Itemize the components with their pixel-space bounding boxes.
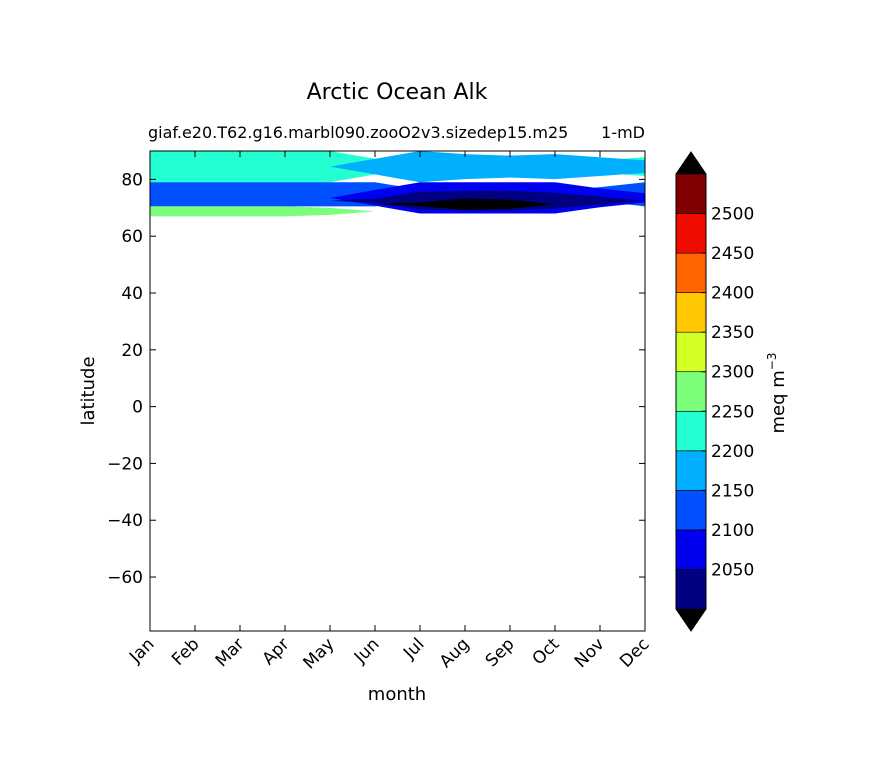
colorbar-segment-2150 (675, 450, 707, 491)
colorbar-segment-2300 (675, 331, 707, 373)
y-tick-label: 60 (121, 227, 143, 247)
y-tick-label: 80 (121, 170, 143, 190)
x-tick-label: Jul (399, 634, 428, 663)
colorbar-label-exponent: −3 (765, 353, 779, 371)
x-tick-label: May (300, 634, 339, 673)
colorbar-tick-label: 2050 (711, 560, 754, 580)
x-tick-label: Aug (436, 634, 474, 672)
x-tick-label: Oct (529, 634, 564, 669)
x-axis: Jan Feb Mar Apr May Jun Jul Aug Sep Oct Nov Dec (125, 151, 654, 673)
x-tick-label: Nov (571, 634, 609, 672)
y-tick-label: −60 (107, 568, 143, 588)
colorbar-segment-2400 (675, 252, 707, 293)
y-tick-label: 40 (121, 284, 143, 304)
colorbar-extend-min (676, 609, 706, 631)
y-tick-label: −40 (107, 511, 143, 531)
colorbar-tick-label: 2400 (711, 284, 754, 304)
x-axis-label: month (368, 684, 426, 705)
colorbar-segment-2500 (675, 173, 707, 214)
colorbar: 2050 2100 2150 2200 2250 2300 2350 2400 2450 2500 (675, 151, 754, 632)
chart-title: Arctic Ocean Alk (307, 80, 488, 105)
x-tick-label: Dec (616, 634, 653, 671)
y-tick-label: 20 (121, 341, 143, 361)
x-tick-label: Apr (259, 634, 294, 669)
colorbar-segment-2350 (675, 292, 707, 333)
contour-band-2250 (150, 206, 645, 217)
x-tick-label: Sep (482, 634, 519, 671)
x-tick-label: Jun (350, 634, 384, 668)
colorbar-segment-2000 (675, 569, 707, 610)
contour-fills (150, 151, 645, 217)
colorbar-extend-max (676, 152, 706, 174)
y-axis: 80 60 40 20 0 −20 −40 −60 (107, 170, 645, 588)
colorbar-outline (675, 151, 707, 632)
colorbar-segment-2100 (675, 490, 707, 531)
chart-subtitle-right: 1-mD (601, 123, 645, 142)
colorbar-tick-label: 2100 (711, 521, 754, 541)
colorbar-tick-label: 2500 (711, 205, 754, 225)
plot-frame (149, 150, 646, 632)
colorbar-segment-2200 (675, 410, 707, 452)
x-tick-label: Feb (168, 634, 203, 669)
contour-band-1950 (150, 198, 645, 211)
colorbar-tick-label: 2150 (711, 481, 754, 501)
colorbar-segment-2050 (675, 529, 707, 570)
colorbar-tick-label: 2300 (711, 363, 754, 383)
contour-band-2150 (150, 151, 645, 183)
colorbar-tick-label: 2350 (711, 323, 754, 343)
y-axis-label: latitude (78, 356, 99, 425)
colorbar-label: meq m−3 (765, 353, 789, 434)
x-tick-label: Mar (212, 634, 249, 671)
colorbar-segment-2450 (675, 213, 707, 254)
colorbar-tick-label: 2450 (711, 244, 754, 264)
colorbar-tick-label: 2200 (711, 442, 754, 462)
x-tick-label: Jan (125, 634, 158, 667)
y-tick-label: 0 (132, 398, 143, 418)
colorbar-label-unit: meq m (768, 370, 789, 433)
chart-subtitle-left: giaf.e20.T62.g16.marbl090.zooO2v3.sizede… (148, 123, 568, 142)
colorbar-segment-2250 (675, 371, 707, 412)
colorbar-tick-label: 2250 (711, 402, 754, 422)
y-tick-label: −20 (107, 454, 143, 474)
